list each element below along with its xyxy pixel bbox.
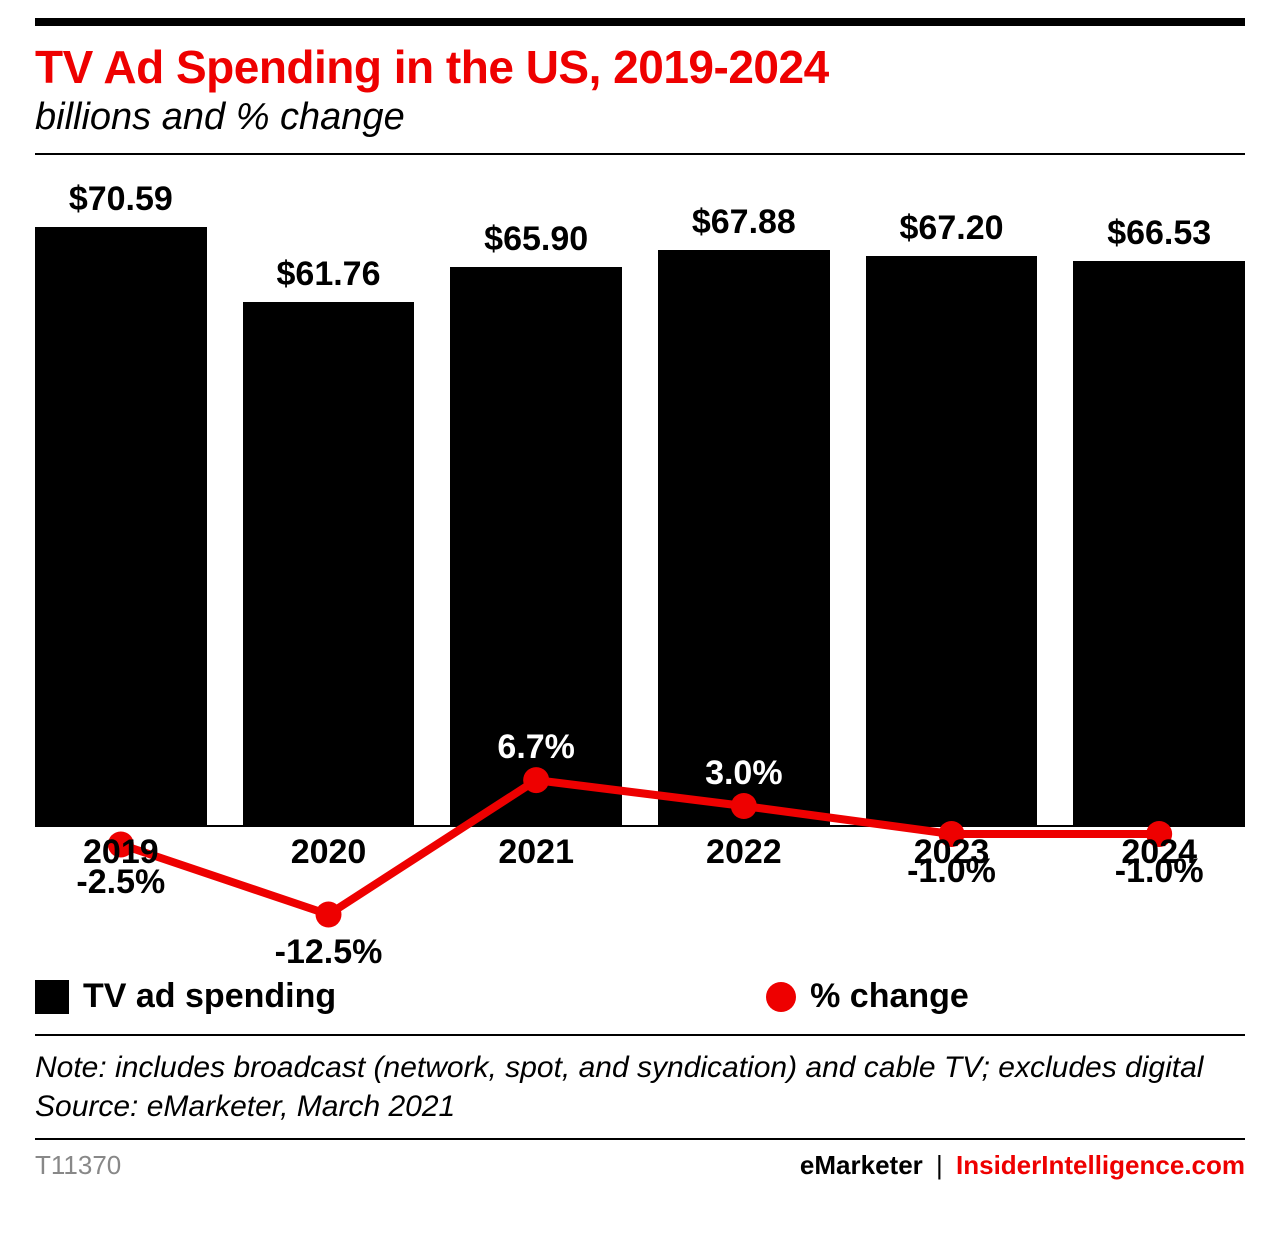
legend-line-label: % change [810, 977, 969, 1016]
pct-marker [316, 902, 342, 928]
bar [243, 302, 415, 825]
chart-title: TV Ad Spending in the US, 2019-2024 [35, 40, 1245, 94]
pct-label: 6.7% [497, 728, 575, 767]
brand-separator: | [936, 1150, 943, 1180]
bar-value-label: $65.90 [484, 220, 588, 259]
bar [658, 250, 830, 825]
bar-value-label: $66.53 [1107, 214, 1211, 253]
bar-slot: $66.53 [1073, 167, 1245, 825]
note-line-2: Source: eMarketer, March 2021 [35, 1087, 1245, 1126]
brand: eMarketer | InsiderIntelligence.com [800, 1150, 1245, 1181]
pct-label: -1.0% [1115, 852, 1204, 891]
x-label: 2021 [450, 833, 622, 872]
legend-line: % change [766, 977, 969, 1016]
pct-label: 3.0% [705, 754, 783, 793]
brand-emarketer: eMarketer [800, 1150, 923, 1180]
top-rule [35, 18, 1245, 26]
bar-slot: $65.90 [450, 167, 622, 825]
legend-bar-label: TV ad spending [83, 977, 336, 1016]
bar-value-label: $67.88 [692, 203, 796, 242]
bar-value-label: $67.20 [900, 209, 1004, 248]
x-axis-labels: 201920202021202220232024 [35, 833, 1245, 872]
bar [866, 256, 1038, 825]
chart-subtitle: billions and % change [35, 96, 1245, 139]
chart-area: $70.59$61.76$65.90$67.88$67.20$66.53 201… [35, 167, 1245, 927]
plot-region: $70.59 $61.76 $65.90 $67.88 $67.20 $66.53 [35, 167, 1245, 827]
x-label: 2020 [243, 833, 415, 872]
legend-line-swatch [766, 982, 796, 1012]
pct-label: -2.5% [76, 863, 165, 902]
x-label: 2022 [658, 833, 830, 872]
rule-under-title [35, 153, 1245, 155]
pct-label: -12.5% [275, 933, 383, 972]
rule-above-note [35, 1034, 1245, 1036]
legend: TV ad spending % change [35, 977, 1245, 1016]
bar-slot: $61.76 [243, 167, 415, 825]
footer: T11370 eMarketer | InsiderIntelligence.c… [35, 1150, 1245, 1181]
note-text: Note: includes broadcast (network, spot,… [35, 1048, 1245, 1126]
rule-below-note [35, 1138, 1245, 1140]
brand-insider: InsiderIntelligence.com [956, 1150, 1245, 1180]
bar-value-label: $70.59 [69, 180, 173, 219]
bar-slot: $67.20 [866, 167, 1038, 825]
bar [35, 227, 207, 825]
note-line-1: Note: includes broadcast (network, spot,… [35, 1048, 1245, 1087]
bar-value-label: $61.76 [277, 255, 381, 294]
bars-container: $70.59 $61.76 $65.90 $67.88 $67.20 $66.53 [35, 167, 1245, 825]
bar-slot: $67.88 [658, 167, 830, 825]
bar [1073, 261, 1245, 825]
pct-label: -1.0% [907, 852, 996, 891]
legend-bar-swatch [35, 980, 69, 1014]
bar-slot: $70.59 [35, 167, 207, 825]
legend-bar: TV ad spending [35, 977, 336, 1016]
chart-id: T11370 [35, 1150, 121, 1181]
